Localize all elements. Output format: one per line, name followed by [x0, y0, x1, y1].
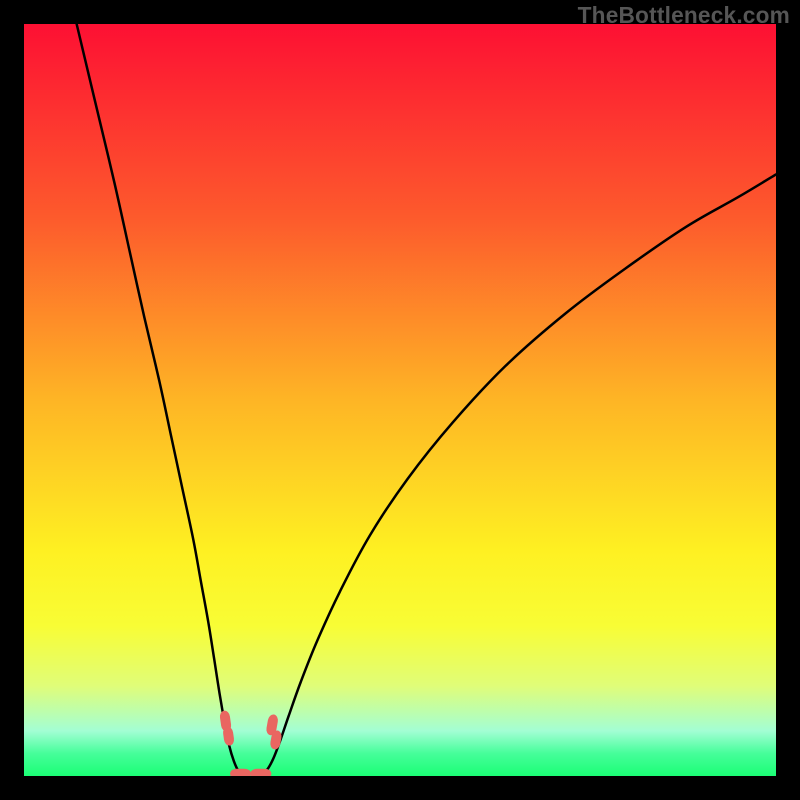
chart-frame: TheBottleneck.com — [0, 0, 800, 800]
marker-capsule — [251, 769, 271, 776]
plot-area — [24, 24, 776, 776]
bottleneck-curve-chart — [24, 24, 776, 776]
watermark-text: TheBottleneck.com — [578, 2, 790, 29]
gradient-background — [24, 24, 776, 776]
marker-capsule — [231, 769, 251, 776]
